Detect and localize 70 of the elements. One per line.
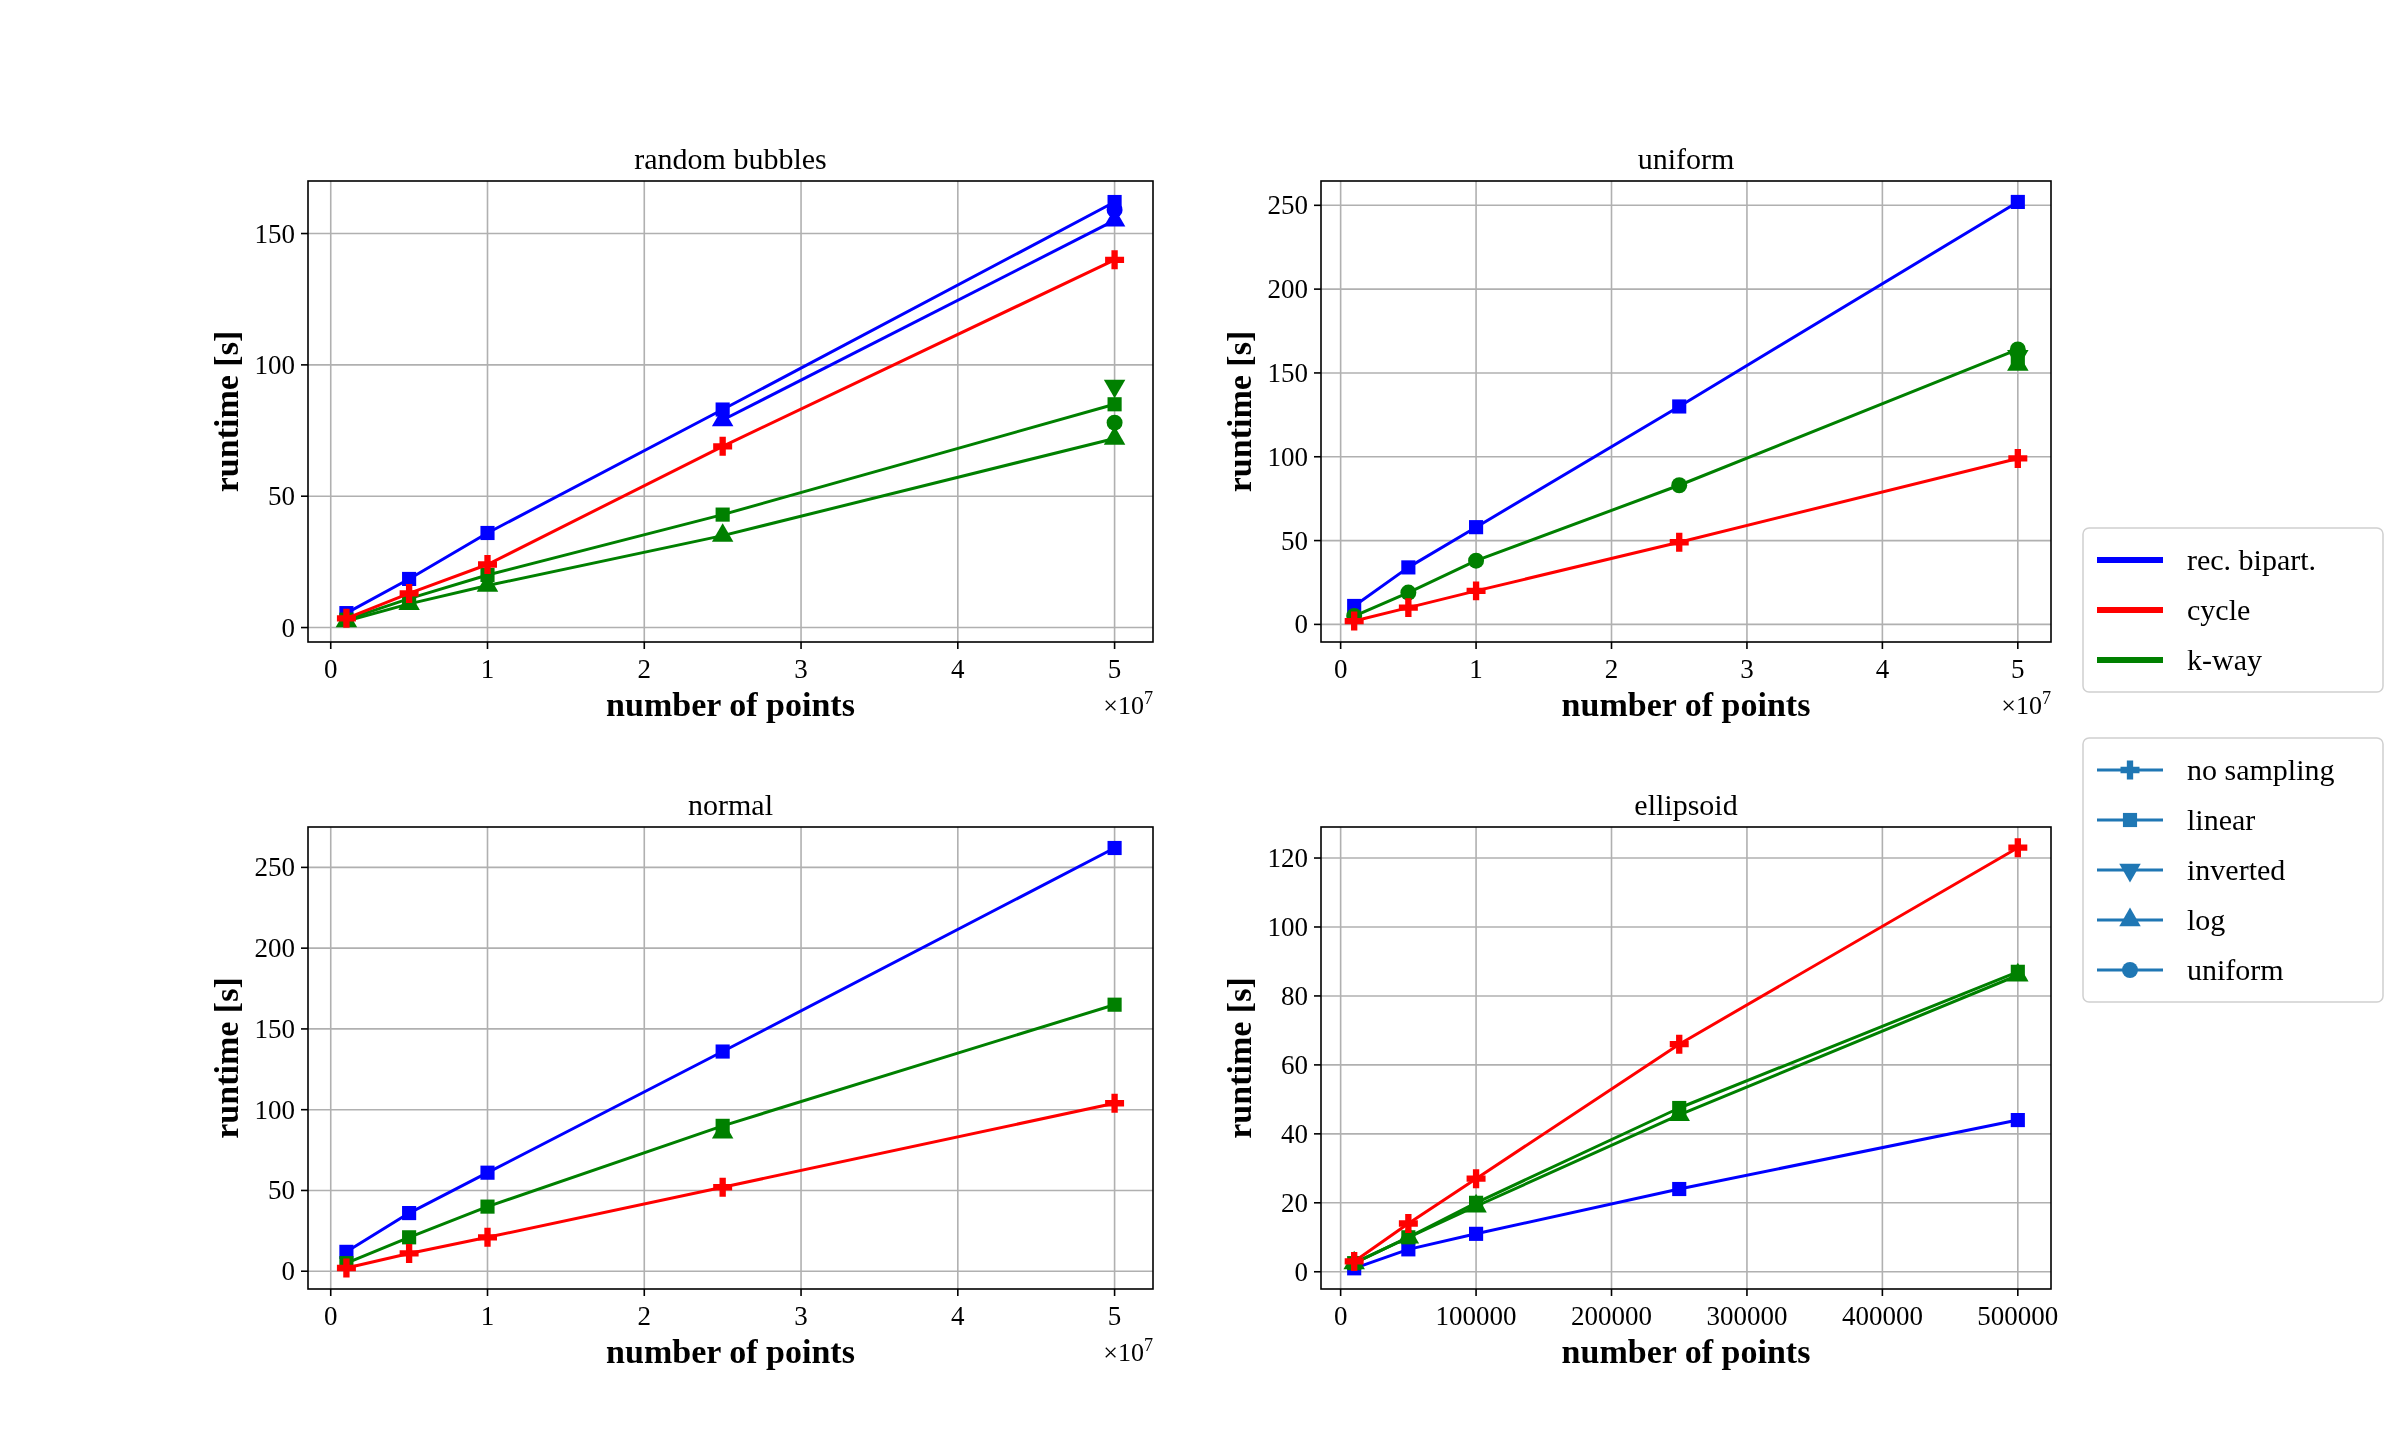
x-tick-label: 2 bbox=[637, 1301, 652, 1331]
text: ×10$^{7}$ bbox=[2001, 688, 2051, 720]
x-tick-label: 200000 bbox=[1571, 1301, 1653, 1331]
y-tick-label: 80 bbox=[1281, 980, 1308, 1011]
x-tick-label: 1 bbox=[480, 1301, 495, 1331]
x-tick-label: 0 bbox=[1333, 1301, 1348, 1331]
legend-label: inverted bbox=[2187, 853, 2286, 886]
y-axis-title: runtime [s] bbox=[208, 977, 245, 1139]
y-tick-label: 20 bbox=[1281, 1187, 1308, 1218]
x-tick-label: 0 bbox=[323, 654, 338, 684]
y-tick-label: 0 bbox=[281, 1256, 295, 1287]
x-tick-label: 0 bbox=[1333, 654, 1348, 684]
x-tick-label: 4 bbox=[951, 654, 966, 684]
legend-label: no sampling bbox=[2187, 753, 2335, 786]
x-tick-label: 1 bbox=[480, 654, 495, 684]
y-tick-label: 40 bbox=[1281, 1118, 1308, 1149]
text: ×10$^{7}$ bbox=[1103, 1335, 1153, 1367]
x-tick-label: 0 bbox=[323, 1301, 338, 1331]
x-tick-label: 3 bbox=[794, 1301, 808, 1331]
text: ×10$^{7}$ bbox=[1103, 688, 1153, 720]
y-axis-title: runtime [s] bbox=[208, 330, 245, 493]
y-tick-label: 100 bbox=[1267, 911, 1308, 942]
y-tick-label: 250 bbox=[1267, 190, 1308, 221]
chart-title: normal bbox=[688, 788, 773, 821]
x-tick-label: 1 bbox=[1469, 654, 1483, 684]
y-tick-label: 150 bbox=[254, 1013, 295, 1044]
x-tick-label: 400000 bbox=[1841, 1301, 1923, 1331]
y-axis-title: runtime [s] bbox=[1221, 977, 1258, 1139]
y-tick-label: 100 bbox=[1267, 441, 1308, 472]
chart-title: ellipsoid bbox=[1634, 788, 1738, 821]
x-axis-title: number of points bbox=[606, 686, 855, 723]
x-tick-label: 5 bbox=[1107, 654, 1122, 684]
y-tick-label: 0 bbox=[281, 612, 295, 643]
y-tick-label: 60 bbox=[1281, 1049, 1308, 1080]
x-tick-label: 2 bbox=[637, 654, 652, 684]
legend-label: linear bbox=[2187, 803, 2256, 836]
x-tick-label: 5 bbox=[2011, 654, 2025, 684]
y-tick-label: 150 bbox=[254, 218, 295, 249]
y-tick-label: 200 bbox=[254, 933, 295, 964]
y-tick-label: 50 bbox=[268, 1175, 295, 1206]
x-axis-title: number of points bbox=[1561, 1333, 1811, 1370]
x-tick-label: 5 bbox=[1107, 1301, 1122, 1331]
legend-label: cycle bbox=[2187, 593, 2251, 626]
x-axis-title: number of points bbox=[1561, 686, 1811, 723]
y-axis-title: runtime [s] bbox=[1221, 330, 1258, 493]
x-tick-label: 300000 bbox=[1706, 1301, 1788, 1331]
x-tick-label: 4 bbox=[1875, 654, 1890, 684]
legend-label: log bbox=[2187, 903, 2226, 936]
legend-label: k-way bbox=[2187, 643, 2262, 676]
chart-title: uniform bbox=[1637, 142, 1735, 175]
y-tick-label: 100 bbox=[254, 349, 295, 380]
y-tick-label: 0 bbox=[1294, 1256, 1308, 1287]
y-tick-label: 150 bbox=[1267, 357, 1308, 388]
x-tick-label: 3 bbox=[1740, 654, 1754, 684]
x-tick-label: 4 bbox=[951, 1301, 966, 1331]
y-tick-label: 200 bbox=[1267, 274, 1308, 305]
x-tick-label: 3 bbox=[794, 654, 808, 684]
y-tick-label: 0 bbox=[1294, 609, 1308, 640]
x-tick-label: 100000 bbox=[1435, 1301, 1517, 1331]
y-tick-label: 120 bbox=[1267, 843, 1308, 874]
legend-label: uniform bbox=[2187, 953, 2284, 986]
chart-title: random bubbles bbox=[634, 142, 827, 175]
x-axis-title: number of points bbox=[606, 1333, 855, 1370]
x-tick-label: 2 bbox=[1604, 654, 1619, 684]
y-tick-label: 100 bbox=[254, 1094, 295, 1125]
y-tick-label: 250 bbox=[254, 852, 295, 883]
x-tick-label: 500000 bbox=[1977, 1301, 2059, 1331]
y-tick-label: 50 bbox=[1281, 525, 1308, 556]
legend-label: rec. bipart. bbox=[2187, 543, 2317, 576]
y-tick-label: 50 bbox=[268, 481, 295, 512]
